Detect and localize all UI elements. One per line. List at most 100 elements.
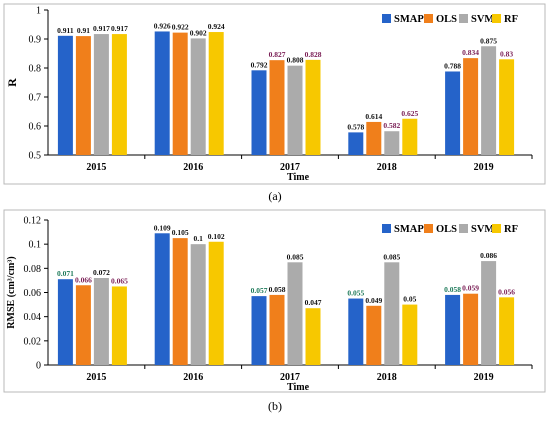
x-tick-label: 2019: [474, 372, 494, 383]
bar-svm-2019: [481, 261, 497, 365]
y-tick-label: 0.1: [29, 240, 42, 251]
bar-ols-2016: [172, 32, 188, 156]
y-axis-label: RMSE (cm³/cm³): [6, 256, 17, 328]
data-label: 0.058: [269, 285, 286, 294]
data-label: 0.827: [269, 50, 286, 59]
data-label: 0.917: [111, 24, 128, 33]
bar-rf-2017: [305, 59, 321, 155]
bar-ols-2016: [172, 238, 188, 365]
bar-rf-2015: [111, 286, 127, 365]
data-label: 0.922: [172, 23, 189, 32]
bar-rf-2019: [499, 297, 515, 365]
bar-rf-2015: [111, 34, 127, 155]
data-label: 0.085: [287, 252, 304, 261]
bar-rf-2019: [499, 59, 515, 155]
bar-svm-2018: [384, 262, 400, 365]
bar-rf-2017: [305, 308, 321, 365]
data-label: 0.086: [480, 251, 497, 260]
legend-label: SMAP: [394, 224, 424, 235]
legend-swatch-svm: [459, 14, 468, 23]
legend-label: SMAP: [394, 14, 424, 25]
data-label: 0.578: [347, 122, 364, 131]
data-label: 0.792: [251, 60, 268, 69]
y-tick-label: 0.7: [29, 93, 42, 104]
bar-rf-2016: [208, 32, 224, 155]
bar-ols-2017: [269, 60, 285, 155]
legend-swatch-smap: [382, 14, 391, 23]
bar-smap-2019: [445, 294, 461, 365]
bar-smap-2018: [348, 132, 364, 155]
legend-label: RF: [504, 224, 518, 235]
y-tick-label: 0.6: [29, 122, 42, 133]
data-label: 0.625: [401, 109, 418, 118]
legend-label: OLS: [436, 14, 457, 25]
bar-rf-2018: [402, 304, 418, 365]
panel-label: (b): [268, 399, 282, 413]
legend-swatch-smap: [382, 224, 391, 233]
y-tick-label: 0.02: [24, 336, 42, 347]
data-label: 0.065: [111, 276, 128, 285]
data-label: 0.1: [194, 234, 204, 243]
data-label: 0.808: [287, 56, 304, 65]
data-label: 0.902: [190, 28, 207, 37]
y-tick-label: 1: [36, 6, 41, 17]
bar-rf-2018: [402, 118, 418, 155]
data-label: 0.834: [462, 48, 479, 57]
bar-ols-2015: [75, 285, 91, 365]
y-tick-label: 0.04: [24, 312, 42, 323]
data-label: 0.056: [498, 287, 515, 296]
data-label: 0.058: [444, 285, 461, 294]
x-tick-label: 2016: [183, 162, 203, 173]
bar-svm-2019: [481, 46, 497, 155]
data-label: 0.057: [251, 286, 268, 295]
x-tick-label: 2016: [183, 372, 203, 383]
data-label: 0.83: [500, 49, 513, 58]
x-tick-label: 2017: [280, 162, 300, 173]
data-label: 0.788: [444, 61, 461, 70]
bar-svm-2017: [287, 262, 303, 365]
bar-svm-2017: [287, 65, 303, 155]
x-tick-label: 2017: [280, 372, 300, 383]
data-label: 0.614: [365, 112, 382, 121]
data-label: 0.91: [77, 26, 90, 35]
bar-ols-2019: [463, 293, 479, 365]
data-label: 0.582: [383, 121, 400, 130]
data-label: 0.072: [93, 268, 110, 277]
panel-frame: [3, 3, 546, 185]
bar-ols-2019: [463, 58, 479, 155]
y-tick-label: 0.08: [24, 264, 42, 275]
data-label: 0.066: [75, 275, 92, 284]
bar-ols-2018: [366, 305, 382, 365]
data-label: 0.059: [462, 284, 479, 293]
x-tick-label: 2018: [377, 162, 397, 173]
data-label: 0.109: [154, 223, 171, 232]
bar-smap-2016: [154, 31, 170, 155]
y-tick-label: 0.9: [29, 35, 42, 46]
legend-label: SVM: [471, 14, 494, 25]
legend-swatch-svm: [459, 224, 468, 233]
bar-ols-2018: [366, 121, 382, 155]
bar-smap-2017: [251, 70, 267, 155]
bar-smap-2015: [57, 279, 73, 365]
y-tick-label: 0.12: [24, 216, 42, 227]
data-label: 0.911: [57, 26, 74, 35]
panel-label: (a): [268, 189, 281, 203]
legend-swatch-ols: [424, 14, 433, 23]
x-tick-label: 2019: [474, 162, 494, 173]
bar-ols-2015: [75, 36, 91, 155]
bar-smap-2015: [57, 35, 73, 156]
bar-svm-2016: [190, 38, 206, 155]
data-label: 0.047: [305, 298, 322, 307]
data-label: 0.917: [93, 24, 110, 33]
bar-svm-2018: [384, 131, 400, 155]
y-tick-label: 0.8: [29, 64, 42, 75]
legend-label: SVM: [471, 224, 494, 235]
bar-svm-2015: [93, 34, 109, 155]
x-tick-label: 2015: [86, 162, 106, 173]
x-axis-label: Time: [287, 382, 310, 393]
data-label: 0.924: [208, 22, 225, 31]
data-label: 0.085: [383, 252, 400, 261]
y-axis-label: R: [5, 78, 19, 87]
bar-ols-2017: [269, 294, 285, 365]
